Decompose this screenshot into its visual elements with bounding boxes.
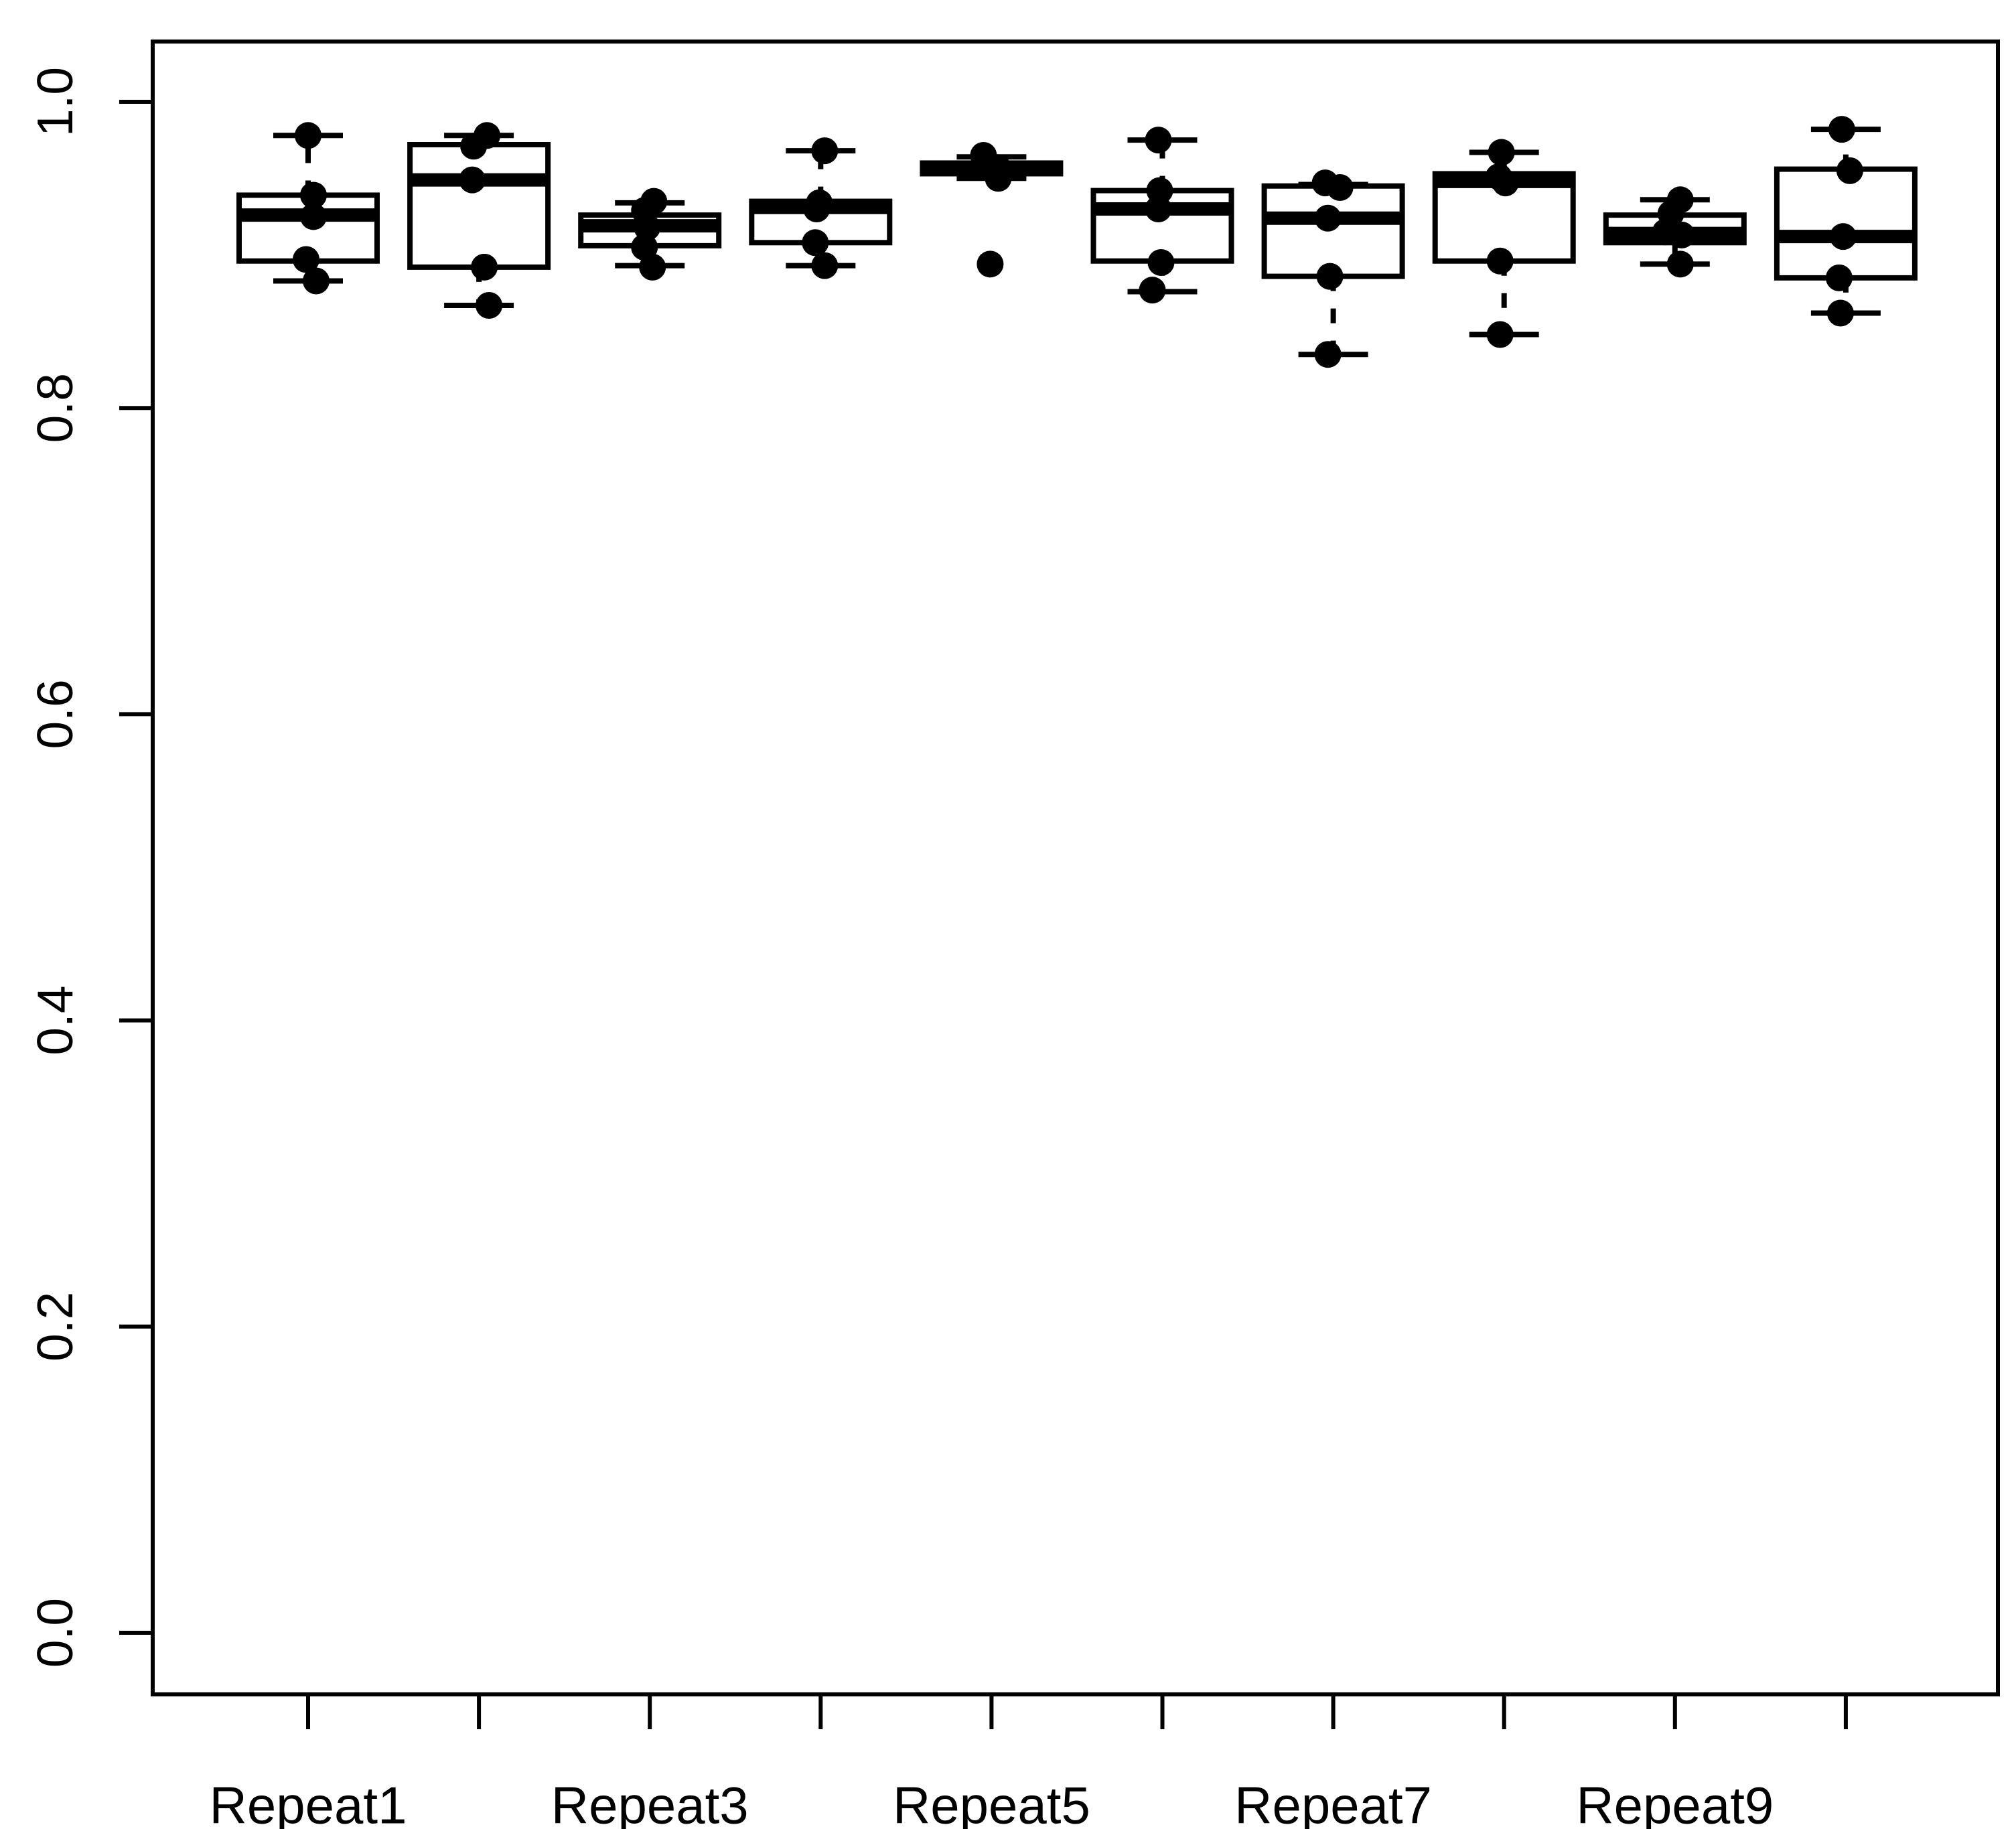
boxplot-group-3: [578, 188, 722, 281]
boxplot-group-7: [1261, 169, 1405, 368]
data-point: [1829, 223, 1857, 250]
boxplot-group-8: [1432, 139, 1576, 348]
y-axis-tick-label: 1.0: [27, 67, 83, 137]
data-point: [471, 253, 498, 281]
y-axis-tick-label: 0.0: [27, 1598, 83, 1668]
data-point: [1836, 157, 1863, 184]
data-point: [1826, 299, 1854, 327]
boxplot-group-1: [236, 122, 380, 295]
boxplot-group-10: [1774, 116, 1918, 327]
data-point: [1139, 277, 1166, 304]
data-point: [802, 229, 829, 257]
data-point: [977, 250, 1004, 278]
data-point: [985, 165, 1012, 192]
data-point: [476, 292, 503, 319]
data-point: [295, 122, 321, 149]
x-axis-tick-label: Repeat7: [1234, 1776, 1432, 1829]
box-rect: [1261, 183, 1405, 279]
boxplot-group-9: [1603, 186, 1747, 278]
data-point: [811, 252, 839, 279]
data-point: [1488, 139, 1515, 166]
data-point: [1486, 321, 1514, 348]
x-axis-tick-label: Repeat3: [551, 1776, 749, 1829]
data-point: [1145, 196, 1172, 223]
y-axis: 0.0 0.2 0.4 0.6 0.8 1.0: [27, 67, 153, 1668]
data-point: [639, 253, 666, 281]
data-point: [460, 133, 488, 160]
x-axis-tick-label: Repeat9: [1576, 1776, 1774, 1829]
boxplot-group-2: [407, 122, 551, 319]
data-point: [1666, 250, 1694, 278]
data-point: [1314, 204, 1342, 232]
data-point: [1492, 169, 1519, 197]
boxplot-group-6: [1090, 127, 1234, 304]
x-axis-tick-label: Repeat5: [893, 1776, 1090, 1829]
data-point: [1145, 127, 1172, 154]
data-point: [1314, 341, 1342, 368]
data-point: [811, 137, 839, 165]
data-point: [1828, 116, 1855, 143]
y-axis-tick-label: 0.8: [27, 373, 83, 443]
x-axis: Repeat1 Repeat3 Repeat5 Repeat7 Repeat9: [210, 1694, 1848, 1829]
y-axis-tick-label: 0.4: [27, 985, 83, 1055]
data-point: [634, 214, 661, 241]
y-axis-tick-label: 0.6: [27, 679, 83, 749]
data-point: [1316, 263, 1344, 290]
y-axis-tick-label: 0.2: [27, 1292, 83, 1362]
data-point: [1326, 174, 1354, 202]
data-point: [1668, 221, 1695, 248]
data-point: [300, 181, 327, 209]
data-point: [1486, 247, 1514, 275]
data-point: [1825, 264, 1853, 291]
boxplot-group-4: [749, 137, 893, 279]
data-point: [459, 166, 486, 194]
plot-border: [151, 40, 2000, 1696]
data-point: [303, 267, 330, 295]
data-point: [803, 196, 831, 223]
boxplot-group-5: [920, 142, 1064, 278]
data-point: [300, 203, 327, 230]
data-point: [293, 246, 319, 273]
x-axis-tick-label: Repeat1: [210, 1776, 407, 1829]
data-point: [1147, 249, 1175, 277]
box-rect: [407, 142, 551, 270]
